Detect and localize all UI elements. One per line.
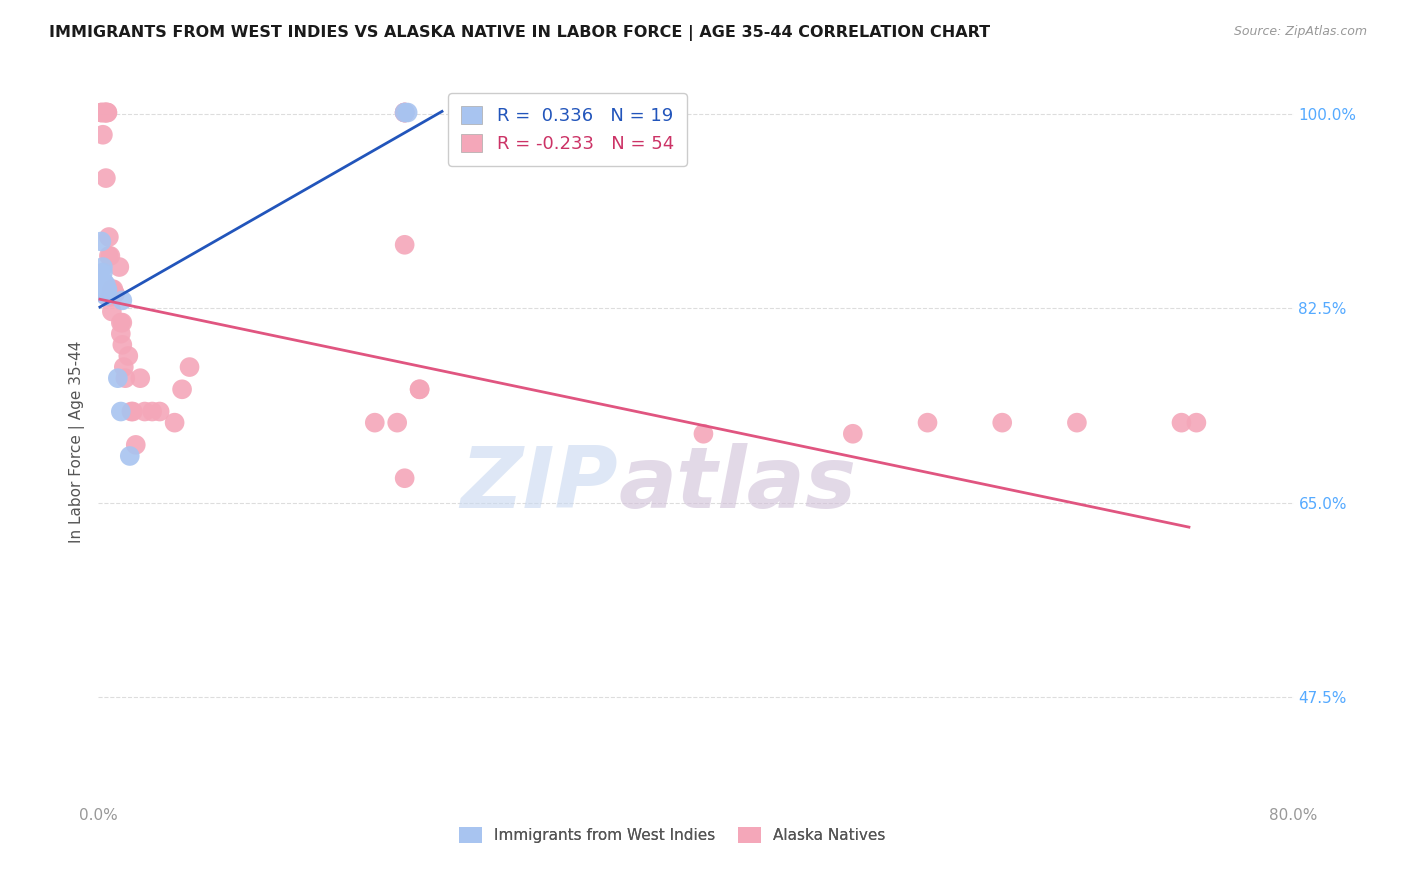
Y-axis label: In Labor Force | Age 35-44: In Labor Force | Age 35-44 (69, 341, 84, 542)
Point (364, 416, 387, 430)
Point (93, 276, 115, 290)
Point (120, 404, 142, 418)
Point (408, 382, 430, 396)
Point (991, 416, 1014, 430)
Point (96, 105, 118, 120)
Point (108, 260, 131, 274)
Point (90, 235, 112, 249)
Point (96, 284, 118, 298)
Point (114, 371, 136, 385)
Point (842, 426, 865, 441)
Point (101, 282, 124, 296)
Point (1185, 416, 1208, 430)
Point (97, 249, 120, 263)
Point (111, 338, 134, 352)
Point (134, 404, 156, 418)
Text: atlas: atlas (619, 443, 856, 526)
Point (394, 237, 416, 252)
Point (163, 416, 186, 430)
Point (98, 290, 122, 304)
Point (692, 426, 714, 441)
Point (125, 438, 148, 452)
Point (112, 360, 135, 375)
Point (94, 277, 117, 292)
Point (91, 260, 114, 274)
Point (394, 105, 416, 120)
Point (107, 371, 129, 385)
Point (111, 293, 134, 308)
Point (172, 382, 194, 396)
Text: Source: ZipAtlas.com: Source: ZipAtlas.com (1233, 25, 1367, 38)
Point (96, 282, 118, 296)
Point (394, 105, 416, 120)
Point (110, 404, 132, 418)
Point (93, 105, 115, 120)
Point (129, 371, 152, 385)
Point (103, 282, 125, 296)
Point (394, 471, 416, 485)
Point (1066, 416, 1088, 430)
Point (93, 286, 115, 301)
Point (93, 281, 115, 295)
Point (396, 105, 419, 120)
Point (1170, 416, 1192, 430)
Point (117, 349, 139, 363)
Point (91, 266, 114, 280)
Point (110, 326, 132, 341)
Point (110, 316, 132, 330)
Legend: Immigrants from West Indies, Alaska Natives: Immigrants from West Indies, Alaska Nati… (453, 822, 891, 849)
Point (179, 360, 201, 375)
Point (385, 416, 409, 430)
Point (94, 289, 117, 303)
Point (104, 286, 127, 301)
Point (93, 282, 115, 296)
Point (94, 284, 117, 298)
Point (408, 382, 430, 396)
Point (94, 171, 117, 186)
Point (149, 404, 172, 418)
Point (90, 105, 112, 120)
Point (141, 404, 163, 418)
Point (91, 128, 114, 142)
Point (94, 288, 117, 302)
Point (97, 230, 120, 244)
Point (394, 105, 416, 120)
Text: ZIP: ZIP (461, 443, 619, 526)
Point (90, 105, 112, 120)
Point (98, 249, 122, 263)
Point (103, 288, 125, 302)
Point (118, 449, 141, 463)
Point (917, 416, 939, 430)
Point (96, 105, 118, 120)
Point (94, 105, 117, 120)
Point (94, 105, 117, 120)
Point (101, 304, 124, 318)
Point (394, 105, 416, 120)
Point (104, 286, 127, 301)
Point (121, 404, 143, 418)
Point (93, 105, 115, 120)
Text: IMMIGRANTS FROM WEST INDIES VS ALASKA NATIVE IN LABOR FORCE | AGE 35-44 CORRELAT: IMMIGRANTS FROM WEST INDIES VS ALASKA NA… (49, 25, 990, 41)
Point (111, 316, 134, 330)
